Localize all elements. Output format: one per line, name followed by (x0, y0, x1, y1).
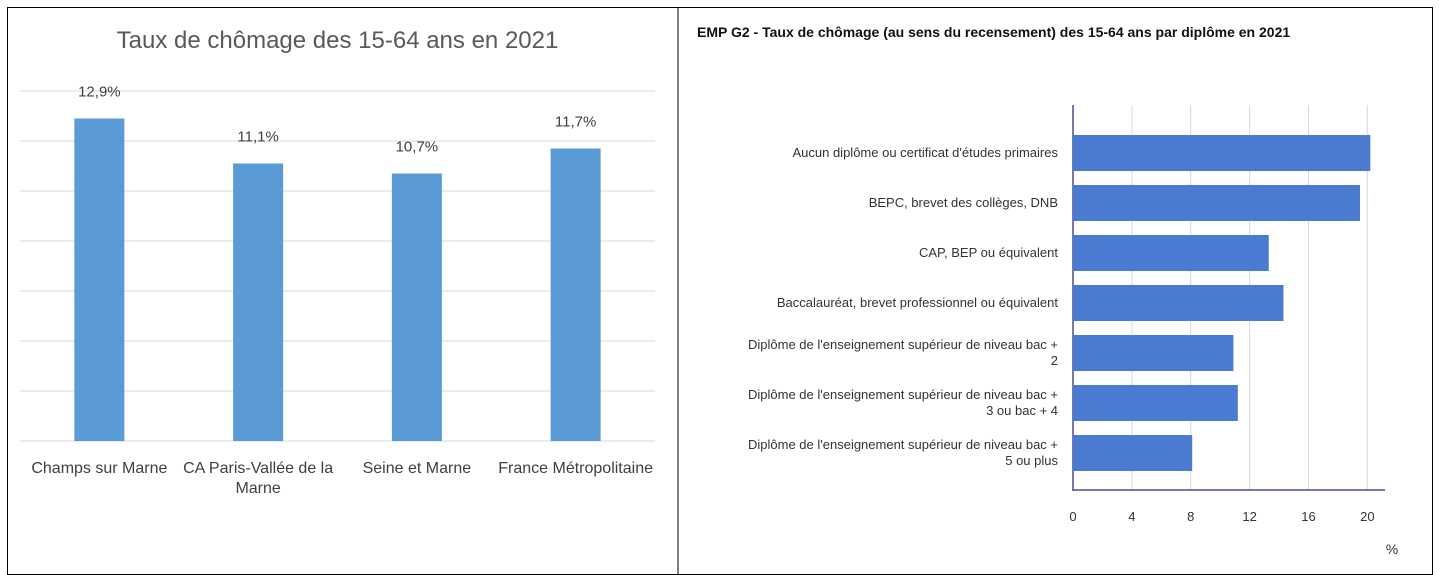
y-tick-label: Diplôme de l'enseignement supérieur de n… (748, 336, 1058, 368)
bar (1073, 385, 1238, 421)
x-tick-label: Champs sur Marne (31, 460, 168, 477)
bar (233, 163, 284, 441)
y-tick-label: Diplôme de l'enseignement supérieur de n… (748, 386, 1058, 418)
bar (391, 173, 442, 441)
x-tick-label: CA Paris-Vallée de la Marne (183, 460, 334, 497)
x-tick-label: France Métropolitaine (498, 460, 653, 477)
value-label: 11,1% (237, 129, 278, 146)
x-tick-label: 12 (1242, 509, 1256, 524)
value-label: 10,7% (396, 139, 439, 156)
x-tick-label: 4 (1128, 509, 1135, 524)
x-tick-label: 20 (1360, 509, 1374, 524)
chart-title: Taux de chômage des 15-64 ans en 2021 (116, 27, 559, 54)
bar (1073, 135, 1371, 171)
value-label: 11,7% (555, 114, 596, 131)
bar (74, 118, 125, 441)
x-tick-label: 8 (1187, 509, 1194, 524)
x-tick-label: 16 (1301, 509, 1315, 524)
x-axis-label: % (1386, 541, 1398, 557)
chart-title: EMP G2 - Taux de chômage (au sens du rec… (697, 24, 1291, 40)
bar (1073, 235, 1269, 271)
bar (550, 148, 601, 441)
bar (1073, 335, 1234, 371)
y-tick-label: Diplôme de l'enseignement supérieur de n… (748, 436, 1058, 468)
y-tick-label: BEPC, brevet des collèges, DNB (868, 195, 1058, 210)
bar (1073, 435, 1193, 471)
value-label: 12,9% (78, 84, 121, 101)
x-tick-label: 0 (1069, 509, 1076, 524)
y-tick-label: CAP, BEP ou équivalent (918, 245, 1058, 260)
x-tick-label: Seine et Marne (362, 460, 472, 477)
y-tick-label: Aucun diplôme ou certificat d'études pri… (792, 145, 1058, 160)
bar (1073, 285, 1284, 321)
y-tick-label: Baccalauréat, brevet professionnel ou éq… (776, 295, 1058, 310)
bar (1073, 185, 1360, 221)
